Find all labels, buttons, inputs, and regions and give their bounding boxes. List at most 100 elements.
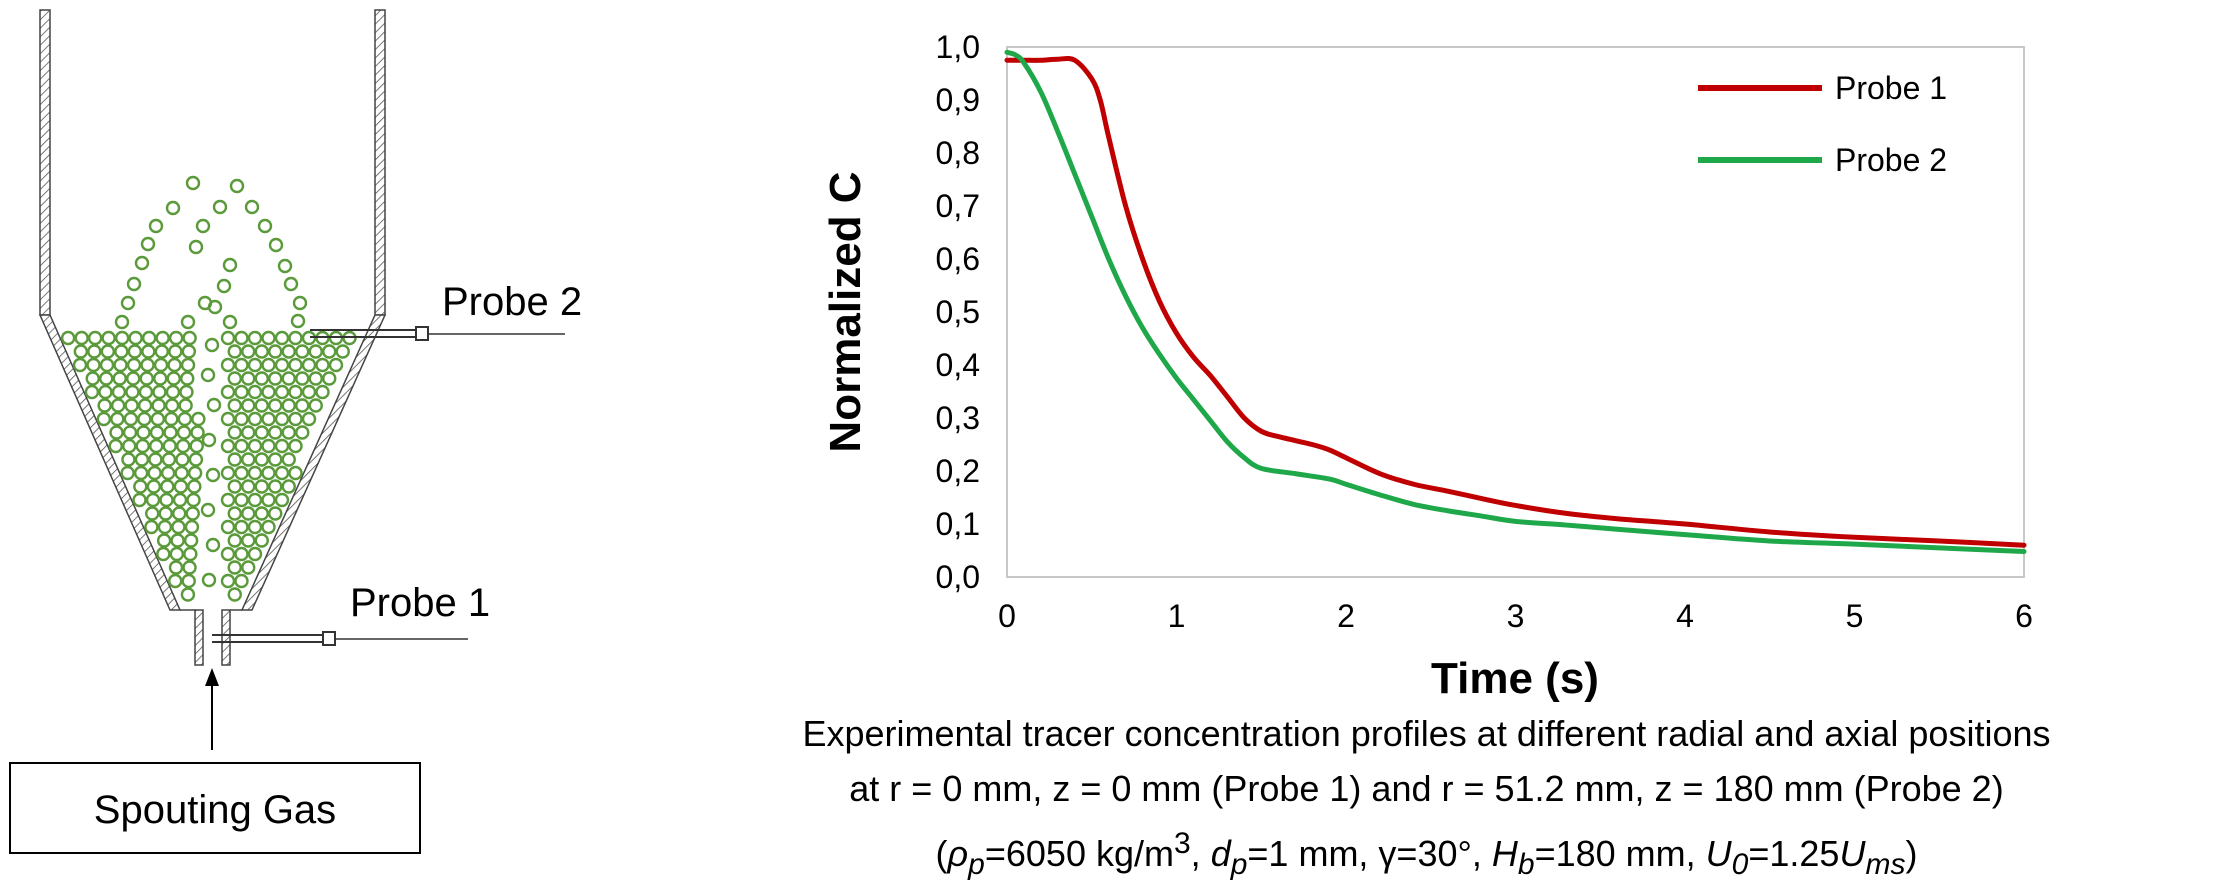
particle <box>207 299 223 315</box>
legend-label-probe-1: Probe 1 <box>1835 70 1947 106</box>
particle <box>109 425 124 440</box>
particle <box>108 438 123 454</box>
particle <box>288 384 303 400</box>
caption-rho: ρ <box>947 833 969 874</box>
particle <box>268 506 283 521</box>
particle <box>150 411 166 427</box>
particle <box>247 411 263 427</box>
particle <box>110 411 125 427</box>
particle <box>147 465 162 481</box>
particle <box>201 432 217 448</box>
particle <box>180 587 196 602</box>
particle <box>241 452 256 467</box>
particle <box>159 492 174 508</box>
particle <box>96 411 112 427</box>
particle <box>152 384 167 400</box>
series-line-probe-1 <box>1004 55 2027 548</box>
particle <box>335 344 350 359</box>
particle <box>201 572 217 588</box>
particle <box>234 573 249 589</box>
particle <box>195 218 211 234</box>
particle <box>178 398 193 413</box>
particle <box>113 357 128 373</box>
particle <box>234 330 249 346</box>
particle <box>182 560 197 575</box>
vessel-walls <box>38 9 387 666</box>
particle <box>126 276 142 292</box>
caption-d: d <box>1210 833 1231 874</box>
y-tick-label: 0,3 <box>936 400 980 436</box>
particle <box>288 411 303 427</box>
particle <box>268 344 283 359</box>
particle <box>166 371 181 386</box>
particle <box>85 371 100 386</box>
caption-u0: U <box>1705 833 1732 874</box>
particle <box>261 438 276 454</box>
particle <box>169 546 185 562</box>
y-tick-label: 0,1 <box>936 506 980 542</box>
particle <box>205 537 221 553</box>
particle <box>189 438 204 454</box>
particle <box>120 465 135 481</box>
y-tick-label: 0,9 <box>936 82 980 118</box>
particle <box>261 357 276 373</box>
particle <box>177 411 193 427</box>
probe-2-label: Probe 2 <box>442 280 582 324</box>
particle <box>274 465 290 481</box>
particle <box>200 502 216 518</box>
particle <box>162 438 177 454</box>
particle <box>220 438 236 454</box>
particle <box>126 371 141 386</box>
particle <box>261 384 276 400</box>
particle <box>72 357 88 373</box>
particle <box>100 344 116 359</box>
particle <box>254 425 269 440</box>
particle <box>274 411 290 427</box>
particle <box>168 560 184 575</box>
caption-line-1: Experimental tracer concentration profil… <box>802 713 2051 754</box>
particle <box>308 398 323 413</box>
particle <box>292 295 308 311</box>
x-tick-label: 1 <box>1168 598 1186 634</box>
particle <box>281 452 296 467</box>
particle <box>220 330 236 346</box>
particle <box>227 371 242 386</box>
x-tick-label: 5 <box>1846 598 1864 634</box>
probe-1-label: Probe 1 <box>350 581 490 625</box>
particle <box>234 465 249 481</box>
probe-2 <box>310 326 565 341</box>
particle <box>186 492 201 508</box>
particle <box>133 479 148 494</box>
particle <box>135 438 150 454</box>
caption-ums-sub: ms <box>1865 848 1906 882</box>
x-tick-label: 4 <box>1676 598 1694 634</box>
particle <box>234 411 249 427</box>
particle <box>247 465 263 481</box>
particle <box>241 533 256 548</box>
particle <box>139 371 154 386</box>
particle <box>149 438 164 454</box>
particle <box>148 452 163 467</box>
particle <box>114 314 130 330</box>
particle <box>268 398 283 413</box>
y-tick-label: 0,2 <box>936 453 980 489</box>
particle <box>254 479 269 494</box>
particle <box>315 357 330 373</box>
particle <box>153 357 169 373</box>
particle <box>176 425 192 440</box>
particle <box>184 519 200 535</box>
particle <box>328 357 344 373</box>
particle <box>227 452 242 467</box>
particle <box>188 239 204 255</box>
particle <box>268 237 284 253</box>
particle <box>234 357 249 373</box>
caption-line-2: at r = 0 mm, z = 0 mm (Probe 1) and r = … <box>849 768 2004 809</box>
particle <box>220 492 236 508</box>
particle <box>261 492 276 508</box>
particle <box>227 587 242 602</box>
particle <box>274 492 290 508</box>
particle <box>161 452 177 467</box>
particle <box>167 357 182 373</box>
spouting-gas-box <box>9 762 421 854</box>
caption-h-value: =180 mm, <box>1534 833 1706 874</box>
